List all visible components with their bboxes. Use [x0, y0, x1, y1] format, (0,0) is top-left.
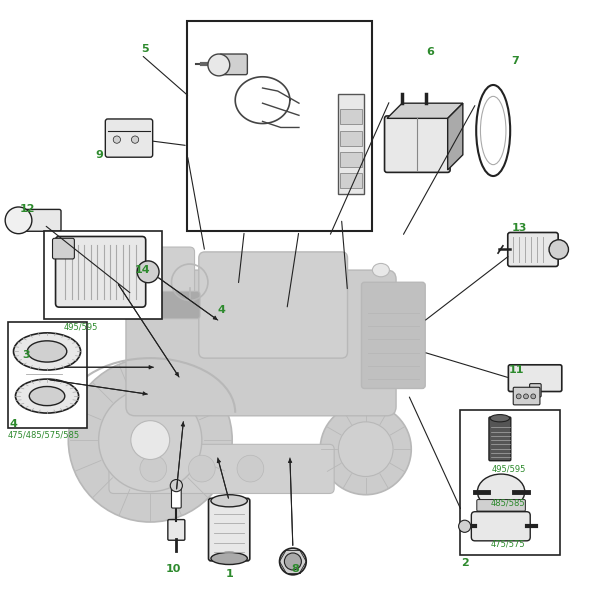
Circle shape — [516, 394, 521, 399]
Text: 7: 7 — [512, 56, 519, 66]
FancyBboxPatch shape — [52, 239, 74, 259]
Bar — [340, 131, 362, 146]
Bar — [460, 410, 560, 555]
FancyBboxPatch shape — [168, 520, 185, 540]
Circle shape — [140, 455, 167, 482]
FancyBboxPatch shape — [362, 282, 425, 388]
FancyBboxPatch shape — [20, 339, 68, 392]
Bar — [340, 152, 362, 167]
Text: 475/575: 475/575 — [491, 540, 526, 549]
Circle shape — [280, 548, 306, 575]
Ellipse shape — [211, 552, 247, 565]
Circle shape — [131, 421, 170, 459]
Ellipse shape — [27, 341, 67, 362]
FancyBboxPatch shape — [219, 54, 247, 75]
Bar — [44, 231, 163, 319]
Polygon shape — [387, 103, 463, 118]
Text: 2: 2 — [461, 558, 469, 568]
Text: 11: 11 — [509, 365, 524, 375]
FancyBboxPatch shape — [477, 500, 526, 511]
FancyBboxPatch shape — [489, 417, 511, 461]
Circle shape — [5, 207, 32, 234]
Text: 5: 5 — [141, 44, 149, 53]
Text: 6: 6 — [426, 47, 434, 56]
Bar — [7, 322, 86, 428]
Text: 3: 3 — [23, 350, 30, 360]
Circle shape — [99, 388, 202, 492]
Bar — [340, 173, 362, 188]
Text: 10: 10 — [166, 564, 181, 574]
FancyBboxPatch shape — [126, 270, 396, 416]
Text: 485/585: 485/585 — [491, 498, 526, 507]
FancyBboxPatch shape — [139, 291, 200, 319]
FancyBboxPatch shape — [172, 487, 181, 508]
Circle shape — [113, 136, 121, 143]
Circle shape — [320, 404, 411, 495]
Ellipse shape — [477, 474, 525, 509]
FancyBboxPatch shape — [21, 209, 61, 231]
Text: 1: 1 — [226, 569, 234, 578]
Ellipse shape — [211, 495, 247, 507]
Text: 4: 4 — [9, 419, 17, 429]
FancyBboxPatch shape — [55, 237, 146, 307]
Circle shape — [549, 240, 568, 259]
FancyBboxPatch shape — [199, 252, 348, 358]
Circle shape — [137, 261, 159, 283]
Ellipse shape — [23, 384, 65, 396]
FancyBboxPatch shape — [508, 232, 558, 266]
Ellipse shape — [15, 379, 79, 413]
FancyBboxPatch shape — [384, 116, 450, 172]
Text: 4: 4 — [217, 305, 225, 314]
Text: 13: 13 — [512, 223, 527, 232]
FancyBboxPatch shape — [530, 384, 541, 397]
Circle shape — [68, 358, 232, 522]
FancyBboxPatch shape — [509, 365, 561, 392]
Circle shape — [524, 394, 529, 399]
Bar — [187, 21, 372, 231]
Text: 475/485/575/585: 475/485/575/585 — [8, 431, 80, 439]
FancyBboxPatch shape — [471, 512, 530, 541]
Circle shape — [208, 54, 230, 76]
Text: 495/595: 495/595 — [491, 464, 526, 473]
FancyBboxPatch shape — [513, 387, 540, 405]
Circle shape — [188, 455, 215, 482]
Circle shape — [132, 136, 139, 143]
Text: 495/595: 495/595 — [63, 322, 97, 331]
Circle shape — [284, 553, 301, 570]
Circle shape — [459, 520, 471, 532]
Ellipse shape — [13, 333, 80, 370]
Circle shape — [339, 422, 393, 476]
Polygon shape — [448, 103, 463, 170]
Text: 9: 9 — [96, 150, 104, 160]
Text: 12: 12 — [19, 205, 35, 214]
Text: 8: 8 — [292, 564, 300, 574]
Ellipse shape — [23, 335, 65, 347]
Circle shape — [531, 394, 536, 399]
Circle shape — [237, 455, 264, 482]
Ellipse shape — [29, 387, 65, 405]
FancyBboxPatch shape — [208, 498, 250, 561]
Ellipse shape — [372, 263, 389, 277]
Text: 14: 14 — [135, 265, 150, 275]
Ellipse shape — [490, 415, 510, 422]
FancyBboxPatch shape — [105, 119, 153, 157]
Bar — [339, 94, 364, 194]
Circle shape — [171, 480, 183, 492]
Bar — [340, 109, 362, 124]
FancyBboxPatch shape — [141, 247, 194, 308]
FancyBboxPatch shape — [109, 444, 334, 493]
